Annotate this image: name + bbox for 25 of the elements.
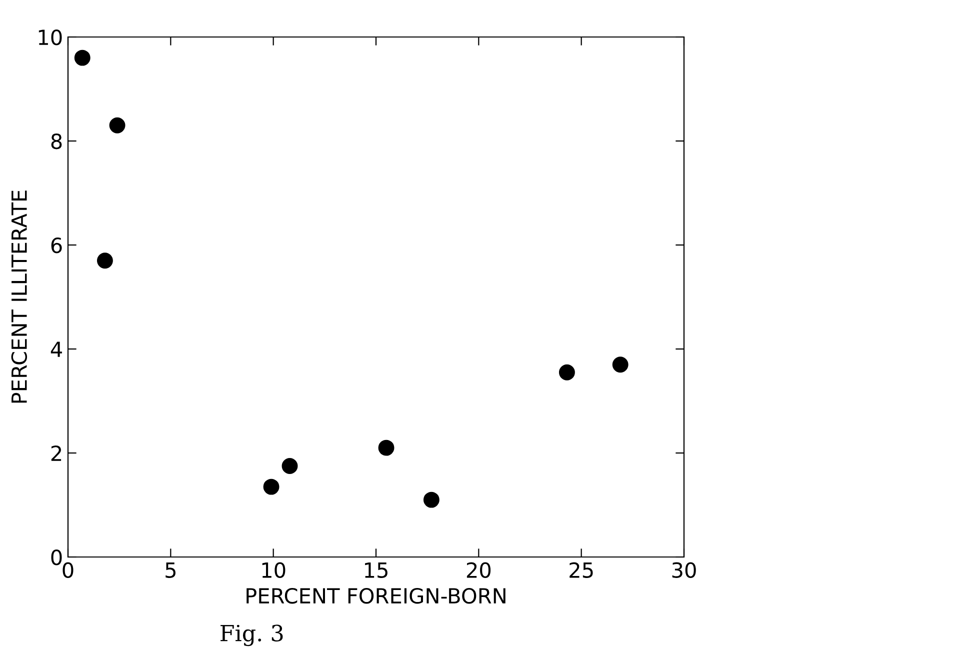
point (558, 364, 575, 380)
y-tick-label: 8 (51, 133, 62, 150)
x-tick-label: 5 (166, 562, 176, 578)
caption: Fig. 3 (220, 624, 283, 646)
y-tick-label: 6 (51, 237, 62, 254)
point (612, 356, 628, 373)
x-tick-label: 20 (466, 562, 491, 578)
x-tick-label: 15 (365, 562, 388, 578)
x-tick-label: 10 (262, 562, 286, 578)
y-tick-label: 2 (51, 445, 62, 461)
y-tick-label: 10 (38, 29, 62, 46)
point (109, 117, 126, 134)
point (423, 492, 440, 508)
point (96, 252, 113, 269)
point (74, 50, 90, 66)
x-axis-title: PERCENT FOREIGN-BORN (246, 588, 506, 604)
x-tick-label: 25 (570, 562, 593, 578)
point (263, 478, 280, 495)
point (282, 458, 298, 474)
point (378, 440, 394, 456)
y-axis-title: PERCENT ILLITERATE (11, 190, 28, 403)
y-tick-label: 4 (50, 342, 62, 357)
y-tick-label: 0 (51, 549, 62, 566)
x-tick-label: 0 (62, 562, 74, 578)
x-tick-label: 30 (672, 562, 696, 578)
